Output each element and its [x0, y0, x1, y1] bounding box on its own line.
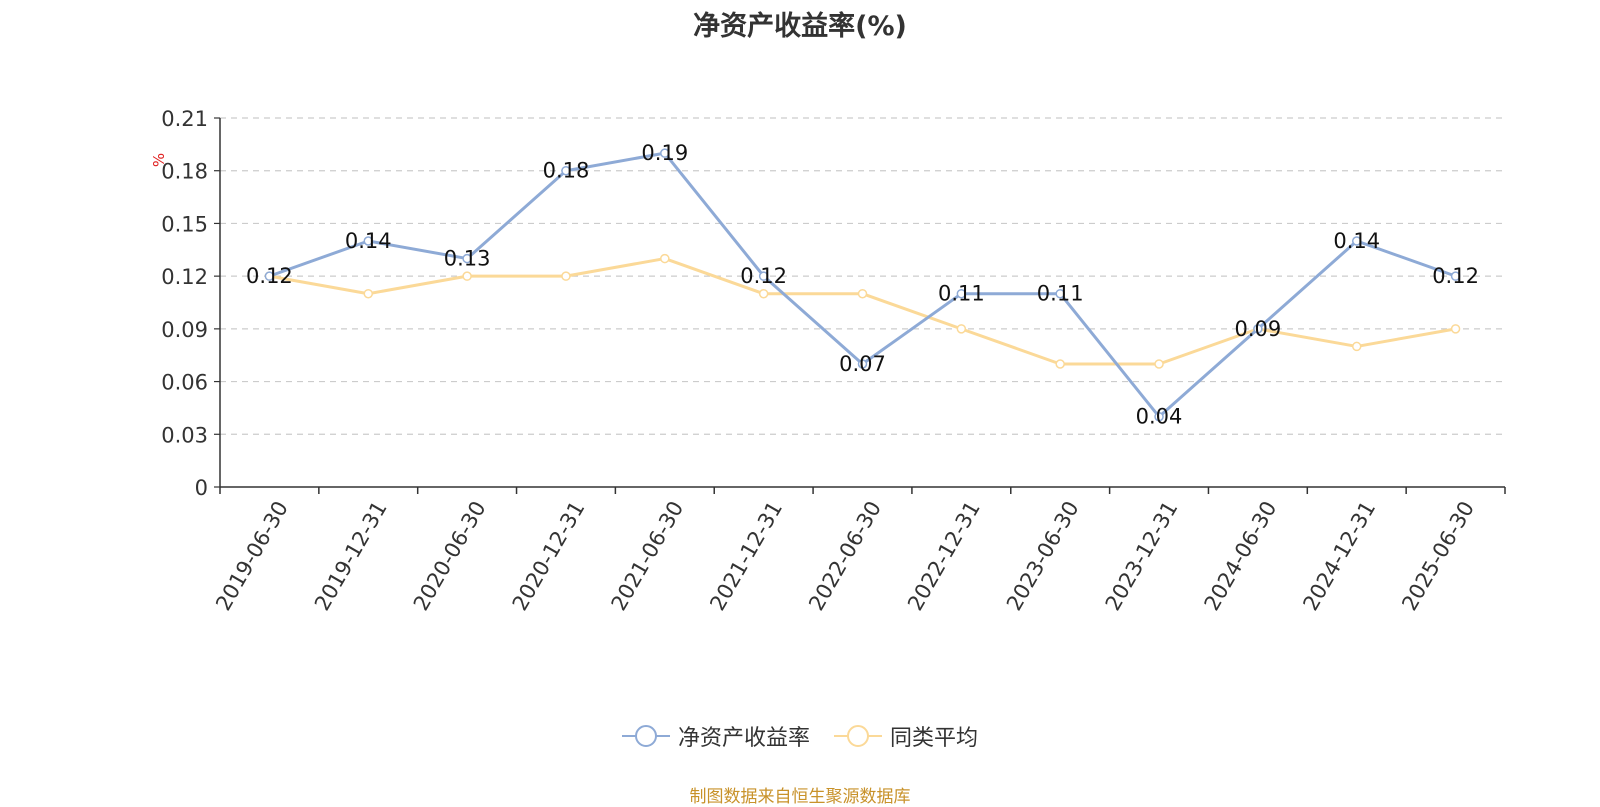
- y-tick-label: 0.18: [161, 160, 208, 184]
- data-point: [857, 288, 868, 299]
- data-point: [264, 271, 275, 281]
- y-tick-label: 0.21: [161, 107, 208, 131]
- y-tick-label: 0.09: [161, 318, 208, 342]
- data-point: [758, 271, 769, 281]
- legend: 净资产收益率 同类平均: [0, 720, 1600, 752]
- y-tick-label: 0.12: [161, 265, 208, 289]
- x-tick-label: 2021-06-30: [606, 497, 688, 615]
- legend-item-roe[interactable]: 净资产收益率: [621, 720, 810, 752]
- data-label: 0.12: [246, 264, 293, 288]
- x-tick-label: 2021-12-31: [705, 497, 787, 615]
- y-tick-label: 0.15: [161, 212, 208, 236]
- data-label: 0.09: [1235, 317, 1282, 341]
- data-point: [561, 165, 571, 176]
- y-axis-label: %: [150, 153, 168, 167]
- data-point: [660, 148, 670, 158]
- grid-lines: [220, 117, 1505, 435]
- data-point: [363, 236, 374, 246]
- data-label: 0.14: [345, 229, 392, 253]
- x-tick-label: 2019-06-30: [211, 497, 293, 615]
- data-point: [857, 359, 868, 369]
- source-note: 制图数据来自恒生聚源数据库: [689, 787, 911, 807]
- data-point: [1450, 324, 1461, 334]
- data-point: [956, 288, 967, 299]
- chart-title: 净资产收益率(%): [693, 11, 907, 42]
- data-label: 0.12: [1432, 264, 1479, 288]
- data-point: [1055, 288, 1065, 299]
- legend-label-roe: 净资产收益率: [677, 726, 810, 751]
- legend-swatch-peer-average: [834, 725, 882, 747]
- data-label: 0.13: [444, 247, 491, 271]
- y-tick-label: 0.06: [161, 371, 208, 395]
- x-tick-label: 2025-06-30: [1397, 497, 1479, 615]
- data-label: 0.04: [1136, 405, 1183, 429]
- x-tick-label: 2023-06-30: [1002, 497, 1084, 615]
- data-point: [462, 271, 472, 281]
- data-point: [561, 271, 571, 281]
- legend-label-peer-average: 同类平均: [890, 726, 979, 751]
- data-point: [1351, 236, 1362, 246]
- data-label: 0.11: [1037, 282, 1084, 306]
- x-tick-label: 2020-06-30: [409, 497, 491, 615]
- y-tick-label: 0.03: [161, 423, 208, 447]
- data-point: [1450, 271, 1461, 281]
- axes: 0 0.03 0.06 0.09 0.12 0.15 0.18 0.21% 2019-06-30…: [150, 107, 1506, 615]
- legend-swatch-roe: [621, 725, 670, 747]
- data-label: 0.11: [938, 282, 985, 306]
- data-label: 0.12: [740, 264, 787, 288]
- x-tick-label: 2022-06-30: [804, 497, 886, 615]
- data-label: 0.07: [839, 352, 886, 376]
- data-point: [1351, 341, 1362, 352]
- data-point: [462, 253, 472, 264]
- x-tick-label: 2022-12-31: [903, 497, 985, 615]
- x-tick-label: 2019-12-31: [310, 497, 392, 615]
- data-point: [956, 324, 967, 334]
- y-tick-label: 0: [195, 476, 208, 500]
- data-point: [1154, 359, 1164, 369]
- x-tick-label: 2024-12-31: [1298, 497, 1380, 615]
- data-point: [1154, 411, 1164, 422]
- series-line-0: [268, 151, 1457, 419]
- data-point: [363, 288, 374, 299]
- data-point: [758, 288, 769, 299]
- data-label: 0.18: [543, 159, 590, 183]
- series-lines: [264, 148, 1461, 422]
- legend-item-peer-average[interactable]: 同类平均: [834, 720, 978, 752]
- x-tick-label: 2023-12-31: [1101, 497, 1183, 615]
- data-label: 0.19: [641, 141, 688, 165]
- data-point: [660, 253, 670, 264]
- x-tick-label: 2020-12-31: [508, 497, 590, 615]
- data-labels: 0.12 0.14 0.13 0.18 0.19 0.12 0.07 0.11 0.11 0.04…: [246, 141, 1479, 429]
- data-point: [1253, 324, 1263, 334]
- x-tick-label: 2024-06-30: [1200, 497, 1282, 615]
- data-point: [1055, 359, 1065, 369]
- data-label: 0.14: [1333, 229, 1380, 253]
